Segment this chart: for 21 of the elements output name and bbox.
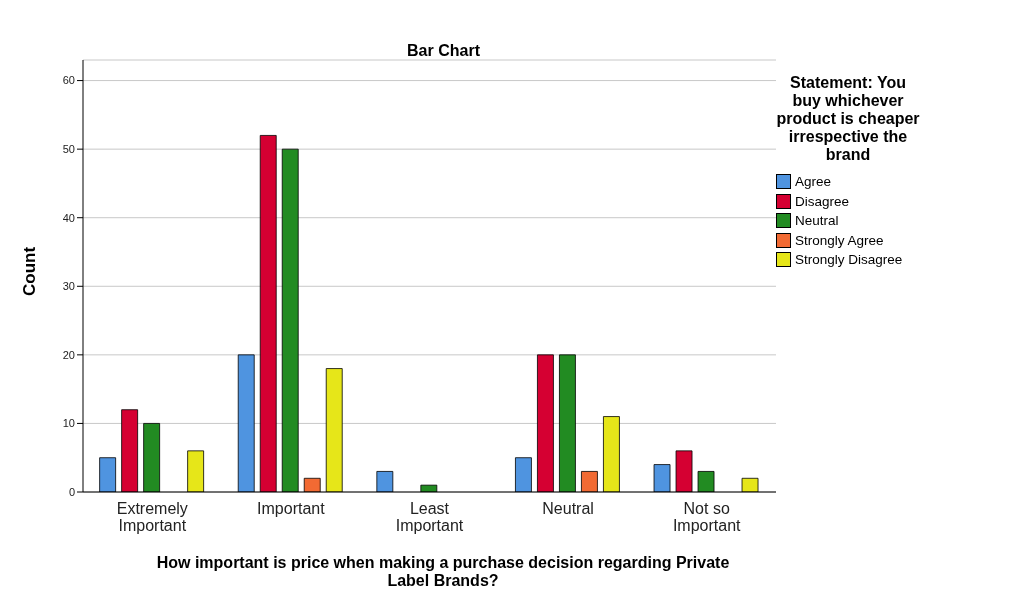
- y-tick-label: 30: [62, 280, 75, 293]
- legend-label: Neutral: [795, 213, 839, 229]
- y-tick-label: 40: [62, 211, 75, 224]
- y-axis-title: Count: [20, 246, 40, 296]
- y-tick-label: 60: [62, 74, 75, 87]
- legend-label: Disagree: [795, 193, 850, 209]
- y-tick-label: 20: [62, 348, 75, 361]
- x-tick-label: Extremely Important: [116, 500, 188, 534]
- chart-title: Bar Chart: [406, 42, 481, 60]
- legend-label: Agree: [795, 174, 832, 190]
- y-tick-label: 0: [68, 485, 75, 498]
- legend-label: Strongly Disagree: [795, 252, 903, 268]
- legend-title: Statement: You buy whichever product is cheaper irrespective the brand: [776, 74, 920, 164]
- x-axis-title: How important is price when making a purchase decision regarding Private Label Brands?: [155, 554, 731, 590]
- x-tick-label: Least Important: [395, 500, 464, 534]
- x-tick-label: Important: [257, 500, 326, 517]
- y-tick-label: 10: [62, 417, 75, 430]
- x-tick-label: Neutral: [542, 500, 594, 517]
- legend-label: Strongly Agree: [795, 232, 884, 248]
- x-tick-label: Not so Important: [672, 500, 742, 534]
- y-tick-label: 50: [62, 143, 75, 156]
